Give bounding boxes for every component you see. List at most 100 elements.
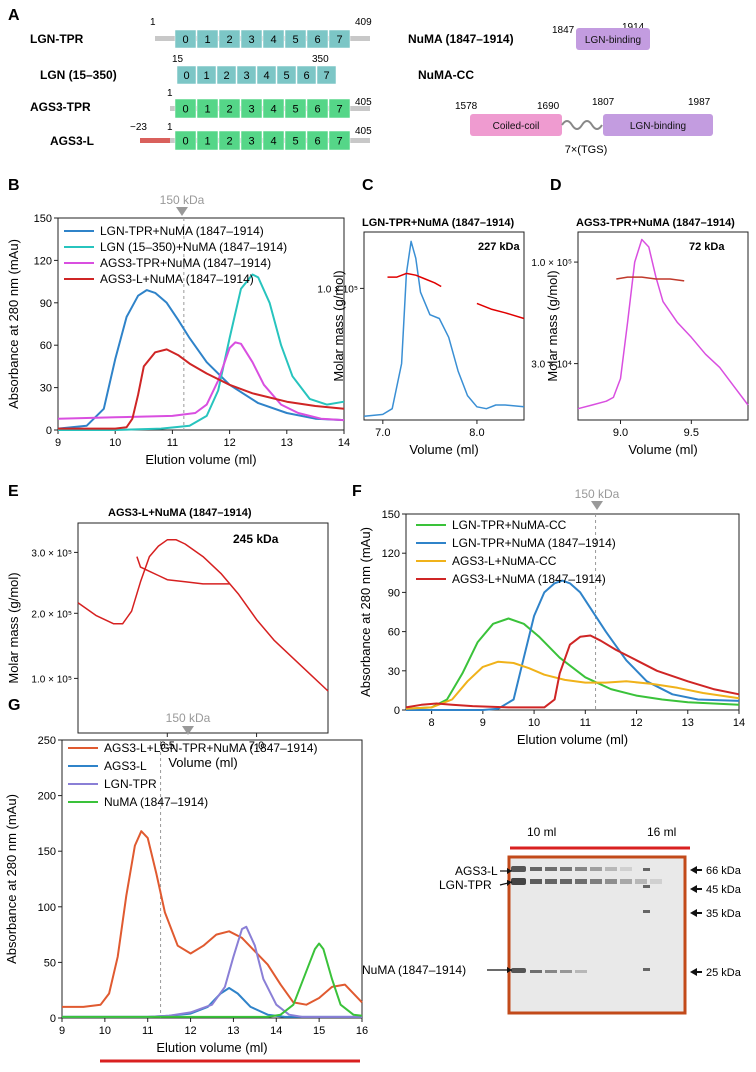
gel-right-label: 35 kDa [706, 908, 742, 920]
legend-b: LGN-TPR+NuMA (1847–1914) LGN (15–350)+NuM… [64, 224, 287, 286]
gel-right-label: 66 kDa [706, 865, 742, 877]
legend-entry: AGS3-L [104, 759, 147, 773]
x-tick-label: 11 [142, 1025, 153, 1037]
gel-band [575, 867, 587, 871]
x-tick-label: 10 [99, 1025, 111, 1037]
chart-b: 9 10 11 12 13 14 0 30 60 90 120 150 Elution volume (… [6, 213, 350, 467]
panel-a-label: A [8, 7, 20, 24]
construct-end-lgn-tpr: 409 [355, 17, 372, 28]
chart-d: 9.0 9.5 1.0 × 10⁵ 3.0 × 10⁴ Volume (ml) Molar… [531, 231, 749, 457]
y-tick-label: 3.0 × 10⁵ [31, 548, 72, 559]
x-tick-label: 14 [270, 1025, 282, 1037]
series-line-1 [363, 240, 525, 417]
gel-ladder-band [643, 868, 650, 871]
numa-cc-n2: 1690 [537, 101, 560, 112]
tpr-motif-number: 7 [336, 136, 342, 148]
tpr-motif-number: 6 [303, 70, 309, 82]
x-tick-label: 14 [338, 437, 350, 449]
tpr-motif-box [174, 29, 197, 49]
legend-entry: LGN-TPR+NuMA (1847–1914) [100, 224, 264, 238]
numa-cc-linker-label: 7×(TGS) [565, 144, 607, 156]
y-tick-label: 1.0 × 10⁵ [531, 258, 572, 269]
x-axis-title: Volume (ml) [168, 755, 237, 770]
marker-label-f: 150 kDa [575, 487, 620, 501]
legend-entry: AGS3-L+NuMA-CC [452, 554, 557, 568]
gel-band [511, 866, 526, 872]
tpr-motif-number: 5 [292, 136, 298, 148]
y-tick-label: 100 [38, 902, 56, 914]
tpr-motif-number: 2 [223, 70, 229, 82]
y-tick-label: 90 [388, 587, 400, 599]
y-tick-label: 120 [382, 548, 400, 560]
series-line-3 [62, 925, 362, 1018]
panel-e-label: E [8, 483, 19, 500]
tpr-motif-box [328, 29, 351, 49]
x-axis-title: Elution volume (ml) [156, 1040, 267, 1055]
series-line-1 [62, 830, 363, 1008]
gel-right-label: 25 kDa [706, 967, 742, 979]
gel-left-arrowhead [507, 967, 512, 973]
tpr-motif-box [218, 98, 241, 119]
y-tick-label: 2.0 × 10⁵ [31, 609, 72, 620]
gel-ladder-band [643, 968, 650, 971]
tpr-motif-box [196, 65, 217, 85]
x-tick-label: 12 [630, 717, 642, 729]
x-axis-title: Elution volume (ml) [517, 732, 628, 747]
tpr-motif-box [240, 130, 263, 151]
x-tick-label: 10 [528, 717, 540, 729]
tpr-motif-number: 4 [270, 104, 276, 116]
gel-band [620, 867, 632, 871]
x-tick-label: 9 [59, 1025, 65, 1037]
gel-band [530, 867, 542, 871]
tpr-motif-box [328, 130, 351, 151]
x-axis-title: Elution volume (ml) [145, 452, 256, 467]
construct-pre-ags3-l: −23 [130, 122, 147, 133]
y-axis-title: Molar mass (g/mol) [331, 270, 346, 381]
gel-band [545, 970, 557, 973]
plot-frame [363, 231, 525, 421]
x-tick-label: 9 [480, 717, 486, 729]
numa-cc-linker [561, 120, 603, 130]
tpr-motif-box [262, 98, 285, 119]
tpr-motif-box [316, 65, 337, 85]
numa-cc-coiled-coil-label: Coiled-coil [493, 121, 540, 132]
tpr-motif-box [306, 29, 329, 49]
x-tick-label: 7.0 [249, 740, 264, 752]
tpr-motif-box [176, 65, 197, 85]
tpr-motif-number: 7 [336, 104, 342, 116]
panel-e-title: AGS3-L+NuMA (1847–1914) [108, 507, 252, 519]
tpr-motif-number: 6 [314, 34, 320, 46]
gel-band [511, 968, 526, 973]
tpr-motif-number: 3 [248, 34, 254, 46]
construct-end-lgn-15-350: 350 [312, 54, 329, 65]
series-line-3 [405, 660, 740, 710]
legend-entry: AGS3-L+LGN-TPR+NuMA (1847–1914) [104, 741, 317, 755]
plot-frame [405, 513, 740, 711]
panel-e: E AGS3-L+NuMA (1847–1914) 245 kDa 6.5 7.0… [6, 483, 329, 770]
numa-end: 1914 [622, 22, 645, 33]
x-tick-label: 8 [429, 717, 435, 729]
gel-bands [511, 866, 662, 973]
gel-ladder-band [643, 910, 650, 913]
panel-f-label: F [352, 483, 362, 500]
construct-backbone-lgn-tpr [155, 36, 370, 41]
plot-frame [577, 231, 749, 421]
gel-band [605, 867, 617, 871]
series-line-1 [57, 289, 345, 430]
y-tick-label: 1.0 × 10⁵ [317, 284, 358, 295]
tpr-motif-box [218, 29, 241, 49]
panel-b: B 150 kDa 9 10 11 12 13 14 0 30 60 90 120 150 Elutio… [6, 177, 350, 467]
numa-cc-label: NuMA-CC [418, 68, 474, 82]
legend-g: AGS3-L+LGN-TPR+NuMA (1847–1914) AGS3-L LGN… [68, 741, 317, 809]
series-line-4 [62, 942, 363, 1018]
gel-right-arrow [690, 909, 702, 917]
x-tick-label: 10 [109, 437, 121, 449]
panel-g-label: G [8, 697, 20, 714]
construct-start-lgn-15-350: 15 [172, 54, 184, 65]
series-line-1 [405, 617, 740, 710]
y-tick-label: 120 [34, 255, 52, 267]
y-tick-label: 150 [34, 213, 52, 225]
tpr-motif-box [284, 130, 307, 151]
gel-left-label: LGN-TPR [439, 878, 492, 892]
